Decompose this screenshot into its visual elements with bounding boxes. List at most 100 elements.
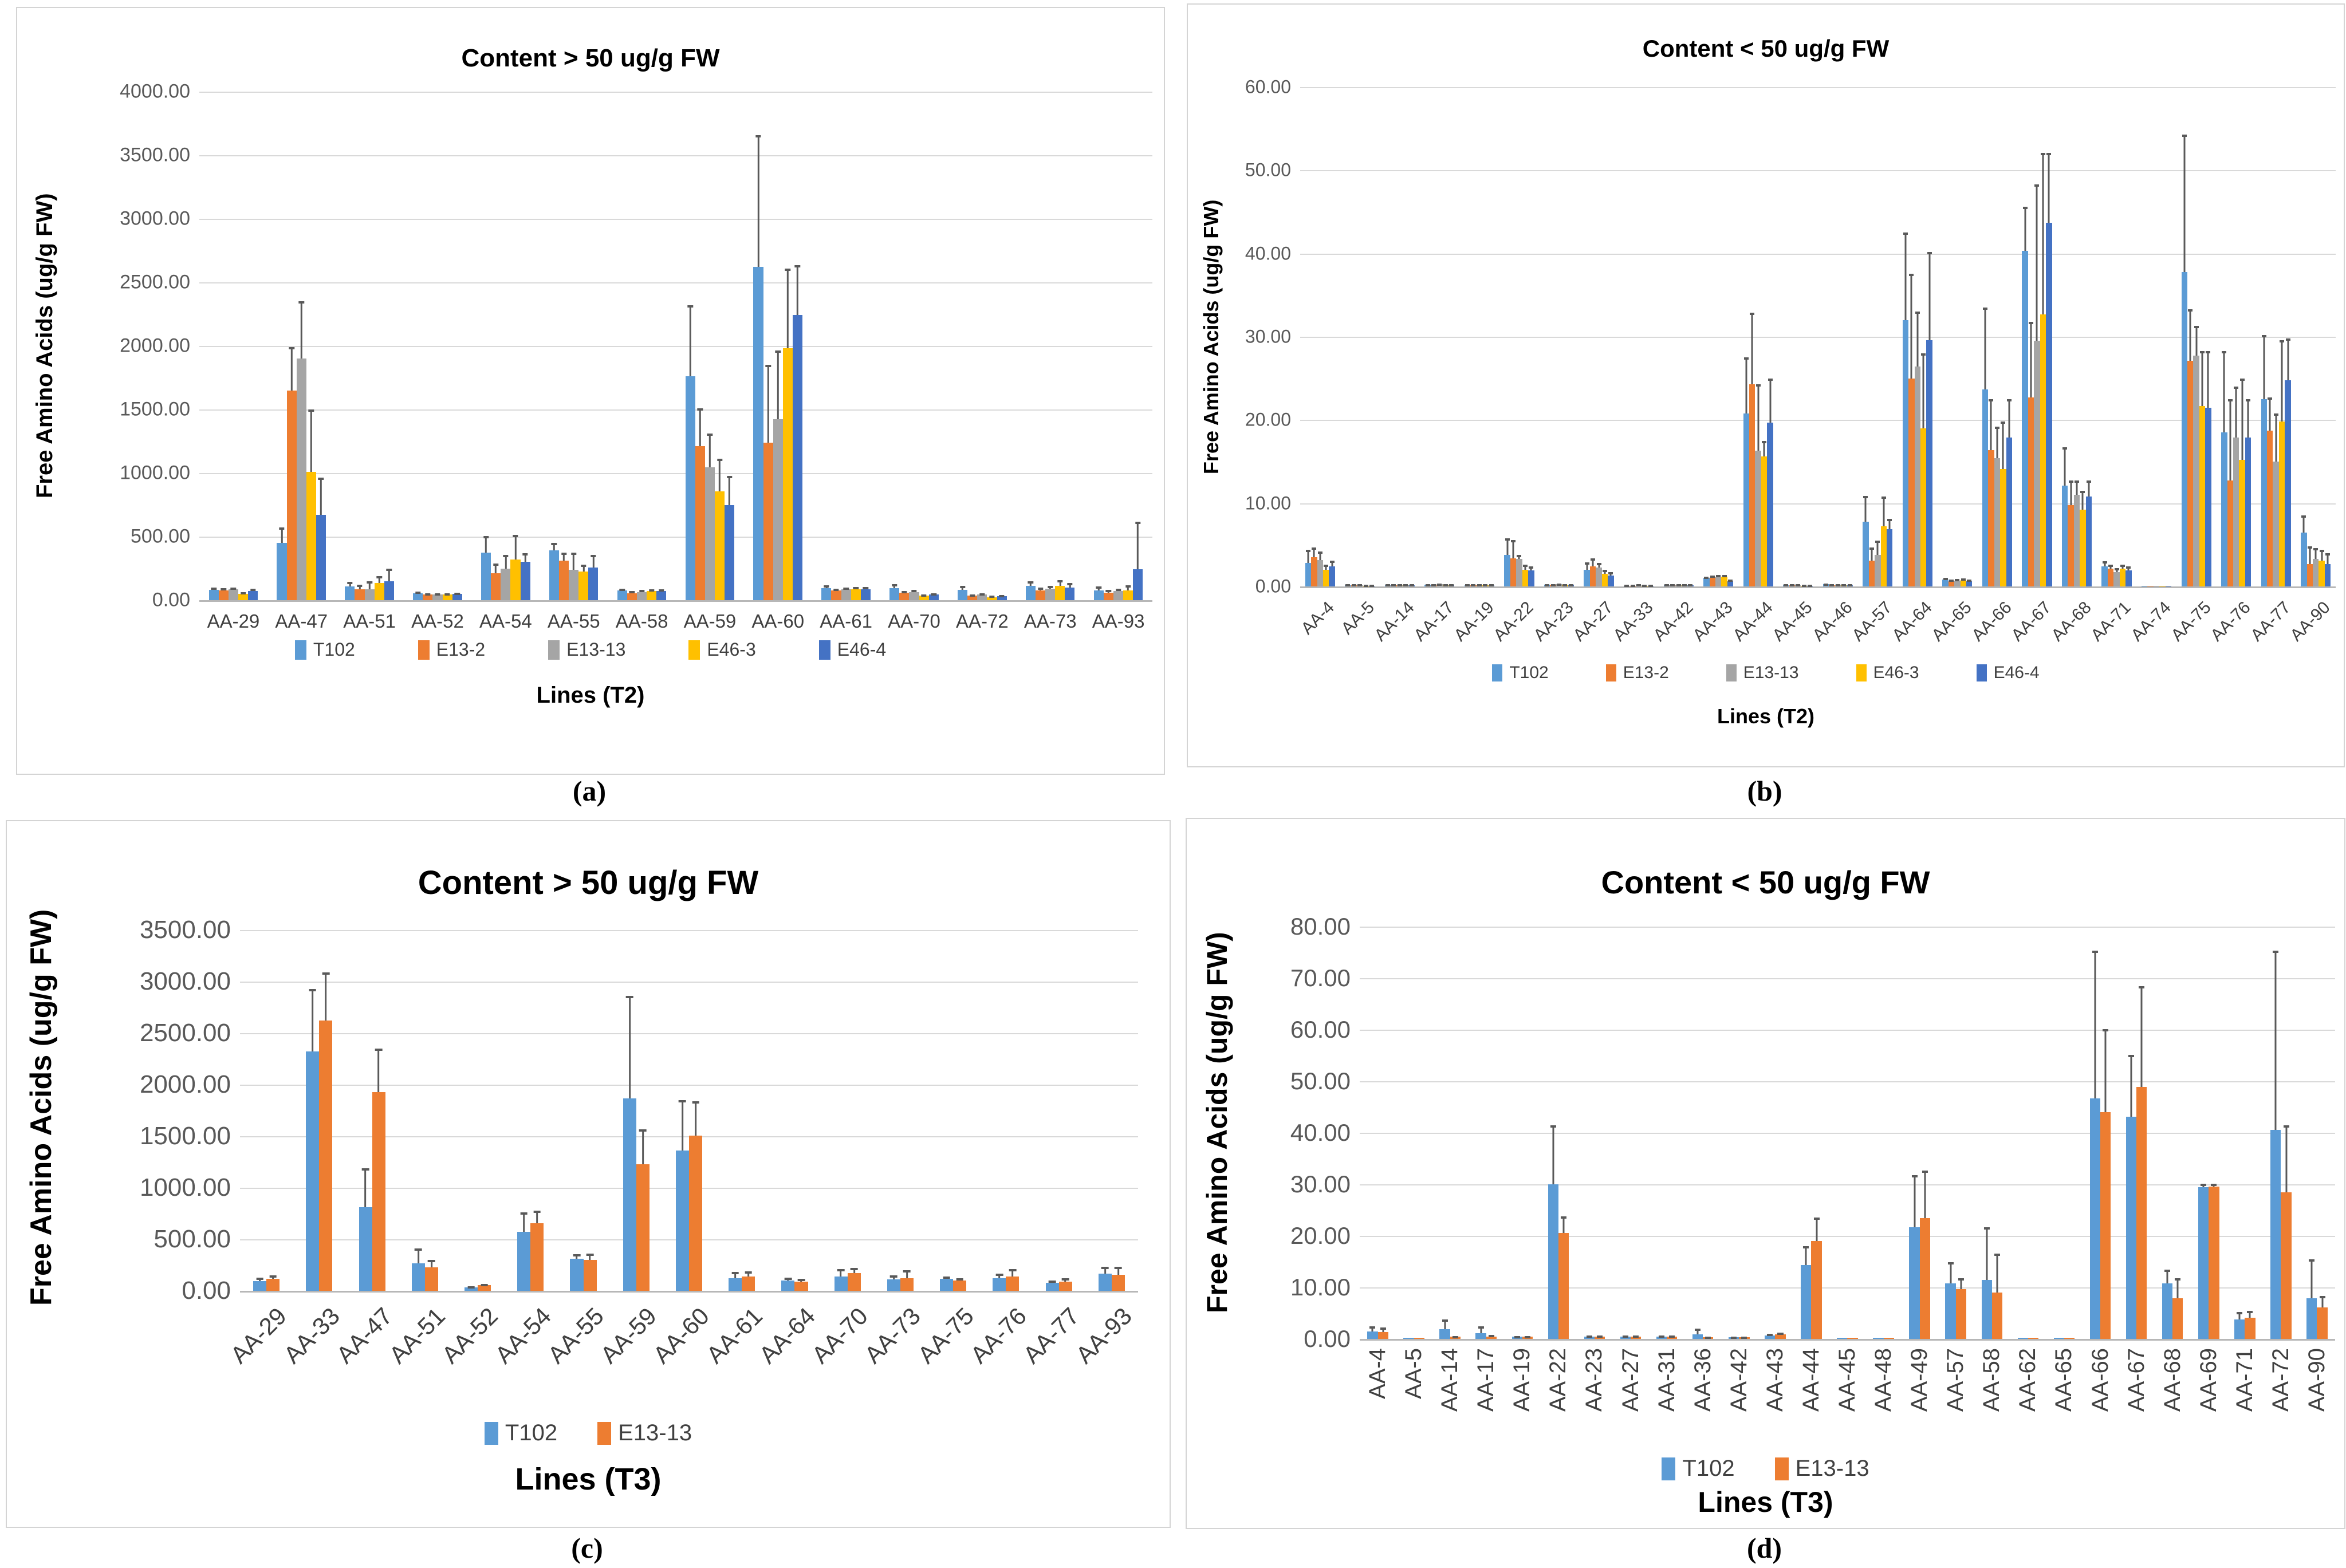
legend-item: T102 (294, 639, 355, 660)
bar (688, 1136, 703, 1291)
error-bar-line (536, 1210, 538, 1224)
legend-swatch (1856, 664, 1867, 681)
error-bar-line (1404, 584, 1407, 585)
bar-slot (1709, 87, 1715, 586)
bar (1103, 593, 1113, 600)
bar (2198, 1187, 2209, 1339)
error-bar (520, 1212, 528, 1232)
bar-slot (1486, 927, 1497, 1339)
bar (993, 1278, 1006, 1291)
error-bar-line (991, 596, 993, 597)
bar (1868, 560, 1875, 586)
error-bar (1915, 312, 1920, 367)
bar-slot (889, 92, 900, 600)
bar-slot (1363, 87, 1369, 588)
bar-slot (1584, 927, 1595, 1339)
bar-slot (481, 92, 491, 600)
error-bar-line (2247, 399, 2249, 438)
error-bar-line (281, 527, 283, 543)
category-label-text: AA-31 (1654, 1348, 1679, 1412)
bar (2119, 569, 2126, 586)
bar-slot (1548, 927, 1558, 1339)
error-bar-line (1956, 578, 1958, 581)
bar-slot (2285, 87, 2291, 586)
bar-slot (1368, 87, 1375, 588)
error-bar-line (2321, 550, 2323, 561)
bar (1055, 586, 1065, 600)
bar-slot (987, 92, 997, 600)
bar-slot (1584, 87, 1590, 586)
error-bar (2080, 490, 2085, 510)
bar (1837, 1338, 1848, 1339)
error-bar (1983, 1227, 1990, 1281)
error-bar (784, 1277, 792, 1281)
error-bar (1921, 353, 1926, 428)
legend-item: E13-13 (597, 1420, 692, 1446)
error-bar-cap (1369, 585, 1375, 588)
error-bar-line (800, 1279, 802, 1282)
category-label-text: AA-44 (1729, 598, 1777, 645)
bar (1955, 1289, 1966, 1339)
bar-slot (2028, 927, 2039, 1339)
bar-group (2263, 927, 2299, 1339)
error-bar-cap (1670, 584, 1675, 587)
error-bar (1125, 585, 1131, 590)
bar-slot (2301, 87, 2307, 586)
error-bar (586, 1254, 594, 1260)
bar-slot (1991, 927, 2003, 1339)
bar-slot (1883, 927, 1894, 1339)
error-bar-cap (1741, 1336, 1747, 1339)
bar (1873, 1338, 1884, 1339)
bar-slot (1093, 92, 1104, 600)
bar (704, 467, 715, 600)
bar-slot (1305, 87, 1312, 586)
error-bar (1483, 584, 1488, 587)
y-axis-tick-label: 1500.00 (139, 1122, 231, 1150)
bar (1377, 1332, 1388, 1339)
error-bar-line (2201, 350, 2203, 406)
error-bar-line (981, 593, 983, 595)
bar (781, 1281, 795, 1291)
category-label-text: AA-72 (2268, 1348, 2293, 1412)
chart-title: Content < 50 ug/g FW (1642, 34, 1890, 62)
category-label: AA-61 (820, 610, 872, 632)
error-bar (1380, 1327, 1386, 1333)
error-bar-cap (1437, 583, 1442, 586)
bar (1801, 1265, 1812, 1339)
bar-slot (2040, 87, 2046, 586)
bar-slot (2068, 87, 2074, 586)
bar (1656, 1336, 1667, 1339)
bar (364, 589, 375, 600)
error-bar (211, 587, 217, 590)
error-bar (1403, 584, 1408, 587)
bar-slot (675, 930, 689, 1291)
category-label: AA-36 (1685, 1348, 1721, 1412)
bar (1510, 558, 1517, 586)
error-bar-line (1107, 590, 1109, 593)
bar (452, 593, 462, 600)
error-bar-line (946, 1276, 948, 1279)
error-bar-line (621, 588, 623, 591)
bar (1715, 576, 1722, 586)
error-bar (892, 584, 898, 588)
bar-slot (2073, 87, 2080, 586)
bar-slot (1594, 927, 1605, 1339)
error-bar (679, 1100, 686, 1151)
bar (2053, 1338, 2064, 1339)
error-bar (1927, 251, 1932, 340)
category-label-text: AA-14 (1371, 598, 1418, 645)
bar-slot (2221, 87, 2227, 586)
error-bar (533, 1210, 541, 1224)
y-axis-tick-label: 30.00 (1290, 1171, 1351, 1197)
bar-group (2082, 927, 2118, 1339)
error-bar (2102, 561, 2107, 567)
error-bar-line (1117, 1266, 1119, 1275)
bar-slot (1568, 87, 1575, 586)
bar-slot (2187, 87, 2194, 586)
error-bar (1568, 584, 1573, 586)
error-bar (1922, 1170, 1928, 1218)
bar-slot (1908, 87, 1915, 586)
legend-label: E46-3 (707, 639, 756, 660)
gridline (199, 219, 1152, 220)
y-axis-tick-label: 50.00 (1290, 1067, 1351, 1094)
